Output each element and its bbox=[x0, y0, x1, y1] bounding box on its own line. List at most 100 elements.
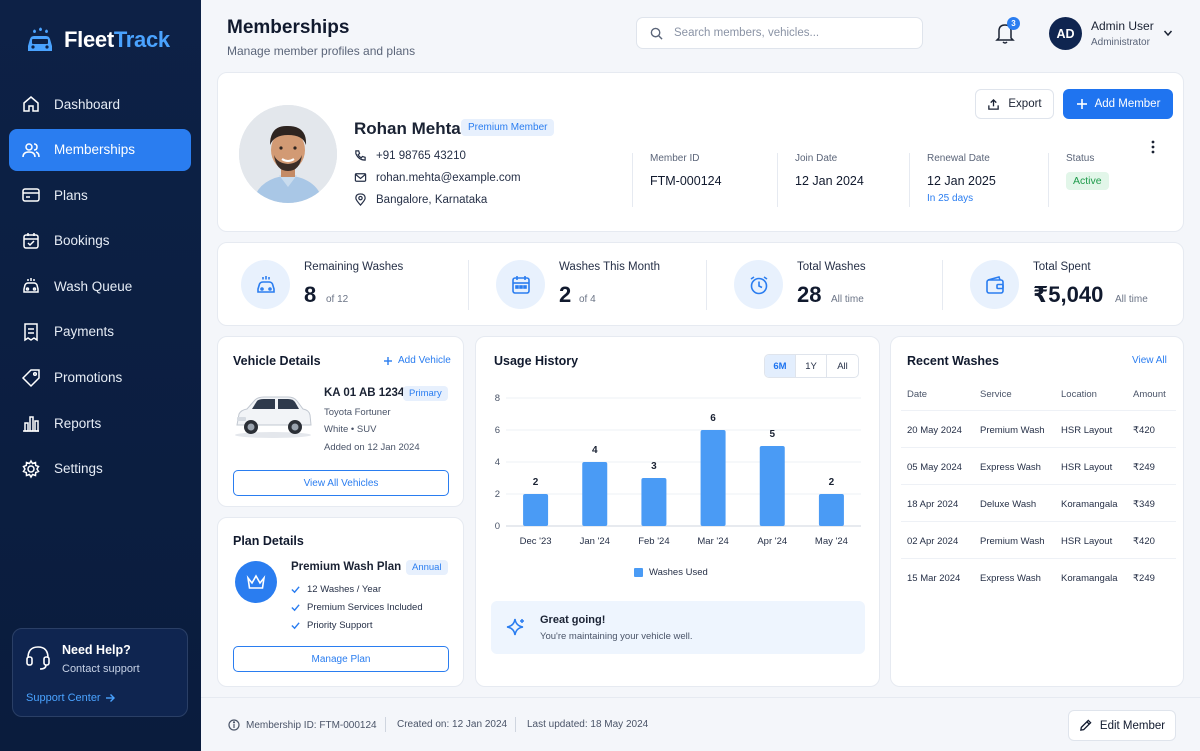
help-box: Need Help? Contact support Support Cente… bbox=[12, 628, 188, 717]
divider bbox=[942, 260, 943, 310]
status-badge: Active bbox=[1066, 172, 1109, 190]
add-member-label: Add Member bbox=[1094, 98, 1161, 110]
range-all-button[interactable]: All bbox=[837, 360, 848, 372]
app-name: FleetTrack bbox=[64, 27, 170, 52]
table-row[interactable]: 18 Apr 2024 Deluxe Wash Koramangala ₹349 bbox=[901, 484, 1176, 521]
table-row[interactable]: 05 May 2024 Express Wash HSR Layout ₹249 bbox=[901, 447, 1176, 484]
search-input[interactable] bbox=[674, 27, 894, 39]
support-center-link[interactable]: Support Center bbox=[26, 692, 115, 704]
divider bbox=[777, 153, 778, 207]
status-label: Status bbox=[1066, 153, 1095, 164]
sidebar-item-memberships[interactable]: Memberships bbox=[9, 128, 191, 171]
member-id-field: Member ID FTM-000124 bbox=[650, 153, 722, 207]
help-subtitle: Contact support bbox=[62, 663, 140, 675]
table-cell: Express Wash bbox=[980, 573, 1041, 584]
recent-washes-card: Recent Washes View All Date Service Loca… bbox=[890, 336, 1184, 687]
upload-icon bbox=[988, 98, 1000, 110]
edit-member-button[interactable]: Edit Member bbox=[1068, 710, 1176, 741]
table-cell: 20 May 2024 bbox=[907, 425, 962, 436]
location-pin-icon bbox=[355, 193, 366, 206]
clock-icon bbox=[750, 275, 767, 294]
y-tick-label: 0 bbox=[495, 521, 500, 532]
view-all-washes-link[interactable]: View All bbox=[1132, 355, 1167, 366]
sidebar-item-bookings[interactable]: Bookings bbox=[9, 220, 191, 262]
table-row[interactable]: 02 Apr 2024 Premium Wash HSR Layout ₹420 bbox=[901, 521, 1176, 558]
sidebar-item-promotions[interactable]: Promotions bbox=[9, 357, 191, 399]
search-box bbox=[636, 17, 923, 49]
data-label: 2 bbox=[829, 477, 835, 488]
y-tick-label: 8 bbox=[495, 393, 500, 404]
sidebar-item-wash-queue[interactable]: Wash Queue bbox=[9, 265, 191, 307]
user-avatar[interactable]: AD bbox=[1049, 17, 1082, 50]
sidebar: FleetTrack Dashboard Memberships Plans B… bbox=[0, 0, 201, 751]
table-cell: ₹349 bbox=[1133, 499, 1155, 510]
footer-membership-id-text: Membership ID: FTM-000124 bbox=[246, 719, 377, 731]
vehicle-spec: White • SUV bbox=[324, 424, 377, 435]
sidebar-item-payments[interactable]: Payments bbox=[9, 311, 191, 353]
sidebar-item-plans[interactable]: Plans bbox=[9, 174, 191, 216]
edit-member-label: Edit Member bbox=[1099, 719, 1166, 732]
vehicle-plate: KA 01 AB 1234 bbox=[324, 387, 405, 399]
plan-name: Premium Wash Plan bbox=[291, 561, 402, 573]
car-icon bbox=[256, 275, 275, 293]
plus-icon bbox=[384, 356, 392, 365]
stat-icon-wrap bbox=[241, 260, 290, 309]
bar bbox=[523, 494, 549, 526]
legend-label: Washes Used bbox=[649, 567, 708, 578]
table-cell: 18 Apr 2024 bbox=[907, 499, 959, 510]
plan-feature-text: Premium Services Included bbox=[307, 602, 423, 613]
stat-label: Total Spent bbox=[1033, 261, 1091, 273]
check-icon bbox=[291, 604, 300, 612]
app-logo[interactable]: FleetTrack bbox=[24, 24, 170, 56]
sidebar-item-label: Reports bbox=[54, 415, 102, 431]
member-phone: +91 98765 43210 bbox=[354, 149, 466, 162]
check-icon bbox=[291, 622, 300, 630]
help-title: Need Help? bbox=[62, 643, 131, 657]
insight-banner: Great going! You're maintaining your veh… bbox=[491, 601, 865, 654]
range-6m-button[interactable]: 6M bbox=[765, 355, 796, 377]
stat-icon-wrap bbox=[496, 260, 545, 309]
page-title: Memberships bbox=[227, 17, 350, 38]
export-button[interactable]: Export bbox=[975, 89, 1054, 119]
stat-remaining-washes: Remaining Washes 8 of 12 bbox=[218, 243, 468, 327]
sidebar-item-label: Memberships bbox=[54, 142, 136, 158]
range-1y-button[interactable]: 1Y bbox=[796, 355, 827, 377]
column-header-location: Location bbox=[1061, 389, 1097, 400]
sidebar-item-dashboard[interactable]: Dashboard bbox=[9, 83, 191, 125]
add-member-button[interactable]: Add Member bbox=[1063, 89, 1173, 119]
bar bbox=[818, 494, 844, 526]
table-row[interactable]: 15 Mar 2024 Express Wash Koramangala ₹249 bbox=[901, 558, 1176, 595]
receipt-icon bbox=[24, 323, 38, 342]
sidebar-item-settings[interactable]: Settings bbox=[9, 448, 191, 490]
add-vehicle-link[interactable]: Add Vehicle bbox=[383, 355, 451, 366]
divider bbox=[468, 260, 469, 310]
table-cell: 05 May 2024 bbox=[907, 462, 962, 473]
footer-membership-id: Membership ID: FTM-000124 bbox=[228, 719, 377, 731]
more-options-icon[interactable] bbox=[1148, 139, 1158, 155]
insight-title: Great going! bbox=[540, 614, 606, 626]
column-header-service: Service bbox=[980, 389, 1012, 400]
footer-separator bbox=[385, 717, 386, 732]
home-icon bbox=[23, 96, 39, 112]
table-cell: Koramangala bbox=[1061, 573, 1118, 584]
sidebar-item-reports[interactable]: Reports bbox=[9, 402, 191, 444]
suv-car-image bbox=[235, 396, 312, 438]
member-tier-badge: Premium Member bbox=[461, 119, 555, 136]
data-label: 2 bbox=[533, 477, 539, 488]
mail-icon bbox=[354, 173, 367, 182]
column-header-amount: Amount bbox=[1133, 389, 1166, 400]
card-icon bbox=[22, 188, 40, 202]
stat-label: Washes This Month bbox=[559, 261, 660, 273]
plan-card-title: Plan Details bbox=[233, 534, 304, 548]
view-all-vehicles-button[interactable]: View All Vehicles bbox=[233, 470, 449, 496]
user-name[interactable]: Admin User bbox=[1091, 19, 1154, 33]
sidebar-item-label: Wash Queue bbox=[54, 278, 133, 294]
chevron-down-icon[interactable] bbox=[1163, 28, 1173, 38]
manage-plan-button[interactable]: Manage Plan bbox=[233, 646, 449, 672]
table-row[interactable]: 20 May 2024 Premium Wash HSR Layout ₹420 bbox=[901, 410, 1176, 447]
bell-icon[interactable] bbox=[995, 22, 1015, 44]
member-name: Rohan Mehta bbox=[354, 119, 461, 138]
table-cell: 02 Apr 2024 bbox=[907, 536, 959, 547]
table-cell: Koramangala bbox=[1061, 499, 1118, 510]
bar bbox=[759, 446, 785, 526]
